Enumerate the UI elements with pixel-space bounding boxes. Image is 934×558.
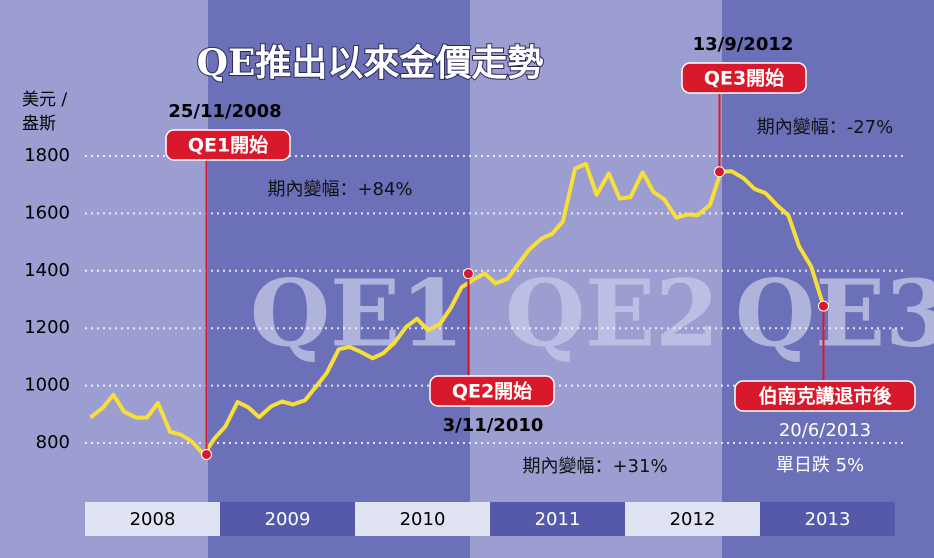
x-tick-label: 2012	[670, 509, 716, 530]
event-pill	[681, 62, 807, 94]
event-point	[462, 268, 474, 280]
event-pill	[429, 375, 555, 407]
event-label: QE3開始	[704, 67, 784, 90]
event-label: QE1開始	[188, 134, 268, 157]
y-tick-label: 1400	[24, 260, 70, 281]
band	[208, 0, 470, 558]
chart-title: QE推出以來金價走勢	[197, 42, 544, 84]
y-tick-label: 1800	[24, 145, 70, 166]
watermarks: QE1 QE2 QE3	[250, 260, 934, 368]
year-box	[220, 502, 355, 536]
event-change: 期內變幅：-27%	[757, 117, 894, 138]
event-date: 25/11/2008	[168, 101, 281, 122]
y-tick-label: 1000	[24, 375, 70, 396]
year-box	[490, 502, 625, 536]
y-axis-label: 盎斯	[22, 114, 56, 134]
year-box	[760, 502, 895, 536]
event-date: 13/9/2012	[693, 34, 794, 55]
x-tick-label: 2009	[265, 509, 311, 530]
event-change: 期內變幅：+84%	[267, 179, 412, 200]
watermark: QE3	[735, 260, 934, 368]
band	[470, 0, 722, 558]
event-pill	[734, 380, 916, 412]
watermark: QE2	[505, 260, 719, 368]
y-axis-label: 美元 /	[22, 90, 67, 110]
event-pill	[165, 129, 291, 161]
event-change: 單日跌 5%	[776, 455, 864, 476]
event-label: QE2開始	[452, 380, 532, 403]
x-tick-label: 2008	[130, 509, 176, 530]
year-box	[355, 502, 490, 536]
x-tick-label: 2013	[805, 509, 851, 530]
y-tick-label: 1200	[24, 317, 70, 338]
event-point	[714, 166, 725, 178]
event-date: 20/6/2013	[779, 420, 871, 441]
year-box	[85, 502, 220, 536]
event-label: 伯南克講退市後	[758, 385, 892, 408]
price-line	[89, 162, 826, 457]
y-tick-label: 800	[36, 432, 70, 453]
event-date: 3/11/2010	[443, 415, 544, 436]
band	[0, 0, 208, 558]
y-tick-label: 1600	[24, 202, 70, 223]
event-point	[817, 300, 829, 312]
event-point	[201, 448, 212, 460]
event-change: 期內變幅：+31%	[522, 456, 667, 477]
year-box	[625, 502, 760, 536]
x-tick-label: 2011	[535, 509, 581, 530]
x-tick-label: 2010	[400, 509, 446, 530]
